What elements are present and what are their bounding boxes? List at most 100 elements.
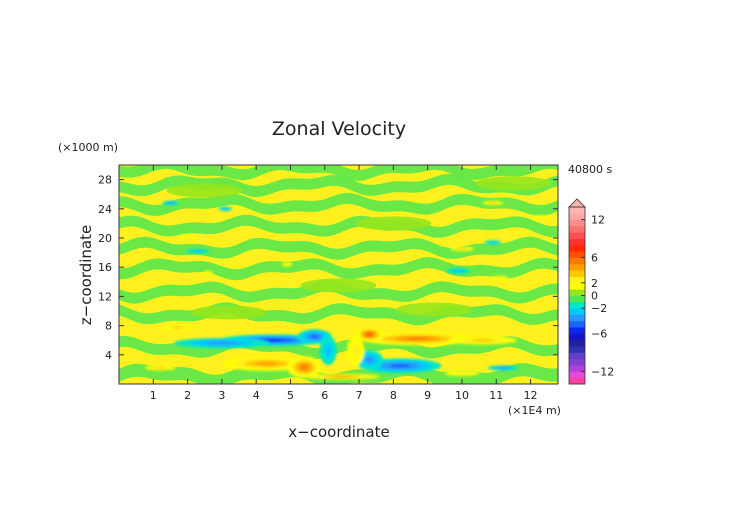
velocity-contour <box>262 339 285 342</box>
colorbar-swatch <box>569 219 585 227</box>
velocity-contour <box>221 207 229 210</box>
colorbar-swatch <box>569 270 585 277</box>
velocity-contour <box>536 216 546 219</box>
colorbar-labels: 12 6 20−2 −6 −12 <box>581 214 614 378</box>
background-pocket <box>300 278 377 293</box>
colorbar-swatch <box>569 257 585 265</box>
colorbar-swatch <box>569 371 585 379</box>
colorbar-swatch <box>569 377 585 385</box>
colorbar-swatch <box>569 289 585 296</box>
time-label: 40800 s <box>568 163 612 176</box>
velocity-contour <box>367 333 372 336</box>
background-band <box>119 236 558 260</box>
background-pocket <box>355 216 432 231</box>
colorbar-swatch <box>569 263 585 271</box>
y-tick-label: 16 <box>98 261 112 274</box>
x-axis-label: x−coordinate <box>288 423 389 441</box>
colorbar-label: 6 <box>591 252 598 265</box>
background-band <box>119 192 558 216</box>
velocity-contour <box>155 367 166 369</box>
chart-title: Zonal Velocity <box>272 118 406 140</box>
colorbar-swatch <box>569 358 585 366</box>
colorbar-swatch <box>569 346 585 353</box>
colorbar-label: 0 <box>591 290 598 303</box>
plot-frame <box>118 164 559 385</box>
velocity-contour <box>405 337 430 341</box>
velocity-contour <box>172 326 183 329</box>
velocity-contour <box>471 338 494 342</box>
velocity-contour <box>205 271 211 275</box>
velocity-contour <box>183 235 192 238</box>
velocity-contour <box>498 367 509 369</box>
velocity-contour <box>452 269 465 273</box>
y-axis-ticks: 4 8 12 16 20 24 28 <box>98 174 558 362</box>
colorbar-label: 2 <box>591 277 598 290</box>
background-pocket <box>475 176 552 191</box>
colorbar-swatch <box>569 207 585 214</box>
colorbar-swatch <box>569 314 585 322</box>
colorbar-swatch <box>569 244 585 252</box>
colorbar-swatch <box>569 352 585 360</box>
colorbar-swatch <box>569 320 585 328</box>
background-pocket <box>396 302 473 317</box>
colorbar-swatch <box>569 251 585 258</box>
colorbar-swatch <box>569 308 585 315</box>
y-tick-label: 20 <box>98 232 112 245</box>
velocity-contour <box>351 343 360 358</box>
velocity-contour <box>488 241 498 244</box>
y-axis-label: z−coordinate <box>77 225 95 325</box>
colorbar-swatch <box>569 301 585 309</box>
colorbar-swatch <box>569 339 585 347</box>
x-tick-label: 11 <box>489 389 503 402</box>
y-tick-label: 4 <box>105 349 112 362</box>
colorbar <box>568 198 586 385</box>
background-band <box>119 362 558 384</box>
velocity-contour <box>332 376 352 378</box>
colorbar-swatch <box>569 365 585 372</box>
velocity-contour <box>364 356 374 364</box>
velocity-contour <box>255 361 278 366</box>
heatmap-field <box>119 165 558 384</box>
x-tick-label: 6 <box>321 389 328 402</box>
colorbar-swatch <box>569 232 585 240</box>
y-tick-label: 8 <box>105 320 112 333</box>
x-unit-label: (×1E4 m) <box>508 404 561 417</box>
velocity-contour <box>458 248 466 250</box>
colorbar-swatch <box>569 213 585 221</box>
velocity-contour <box>495 277 505 280</box>
x-tick-label: 12 <box>524 389 538 402</box>
background-band <box>119 173 558 198</box>
colorbar-swatch <box>569 333 585 341</box>
colorbar-label: −12 <box>591 365 614 378</box>
x-tick-label: 3 <box>218 389 225 402</box>
colorbar-swatch <box>569 282 585 290</box>
colorbar-label: 12 <box>591 214 605 227</box>
velocity-contour <box>300 365 308 370</box>
y-tick-label: 24 <box>98 203 112 216</box>
background-band <box>119 257 558 281</box>
velocity-features <box>144 200 550 380</box>
velocity-contour <box>389 364 411 368</box>
x-tick-label: 2 <box>184 389 191 402</box>
velocity-contour <box>453 371 471 375</box>
velocity-contour <box>284 263 290 266</box>
x-tick-label: 1 <box>150 389 157 402</box>
background-band <box>119 214 558 238</box>
x-tick-label: 9 <box>424 389 431 402</box>
velocity-contour <box>323 343 333 358</box>
colorbar-swatch <box>569 276 585 284</box>
x-axis-ticks: 1 2 3 4 5 6 7 8 9 10 11 12 <box>150 165 538 402</box>
x-tick-label: 7 <box>356 389 363 402</box>
x-tick-label: 10 <box>455 389 469 402</box>
colorbar-swatch <box>569 295 585 303</box>
background-pocket <box>190 305 267 320</box>
velocity-contour <box>167 202 174 204</box>
velocity-contour <box>310 334 319 339</box>
velocity-contour <box>205 341 238 345</box>
y-tick-label: 12 <box>98 290 112 303</box>
y-unit-label: (×1000 m) <box>58 141 118 154</box>
velocity-contour <box>191 250 204 253</box>
colorbar-label: −6 <box>591 327 607 340</box>
colorbar-overflow-arrow <box>568 198 586 208</box>
